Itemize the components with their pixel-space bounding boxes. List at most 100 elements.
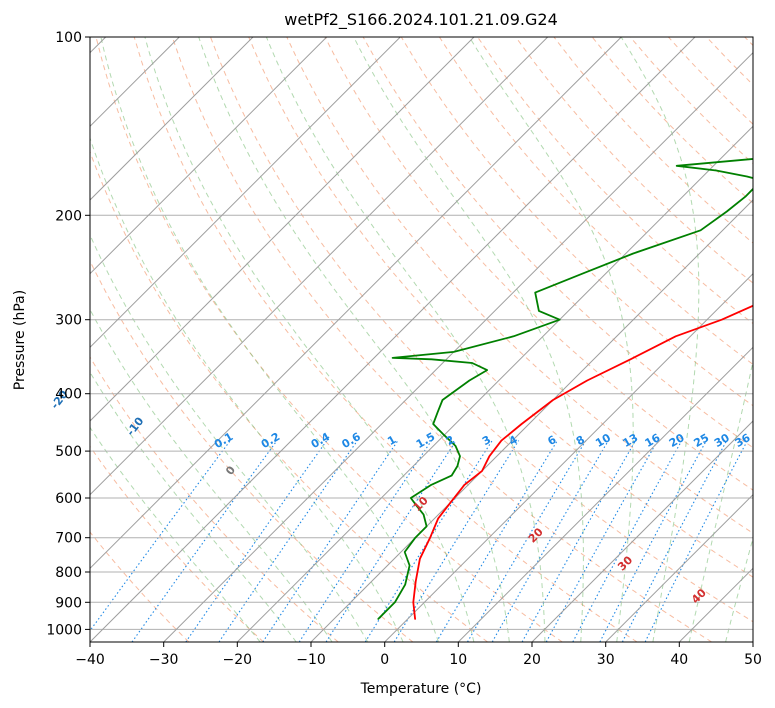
- isotherm-gridline: [90, 37, 401, 349]
- mixing-ratio-label: 1: [385, 433, 398, 448]
- dry-adiabat-line: [400, 37, 753, 407]
- moist-adiabat-line: [90, 233, 369, 642]
- y-tick-label: 800: [55, 565, 82, 581]
- isotherm-gridline: [90, 37, 549, 496]
- plot-area: [90, 37, 753, 642]
- isotherm-gridline: [752, 641, 753, 642]
- mixing-ratio-label: 36: [733, 431, 753, 450]
- mixing-ratio-line: [572, 440, 683, 642]
- isotherm-gridline: [90, 37, 328, 275]
- dry-adiabat-line: [90, 259, 414, 642]
- mixing-ratio-line: [621, 440, 728, 642]
- x-axis-ticks: −40 −30 −20 −10 0 10 20 30 40 50: [75, 642, 762, 668]
- dry-adiabat-line: [210, 37, 753, 623]
- mixing-ratio-label: 3: [480, 433, 493, 448]
- x-tick-label: 40: [670, 652, 688, 668]
- mixing-ratio-line: [467, 440, 587, 642]
- x-tick-label: 10: [449, 652, 467, 668]
- x-tick-label: 30: [597, 652, 615, 668]
- y-axis-ticks: 100 200 300 400 500 600 700 800 900 1000: [46, 30, 90, 638]
- mixing-ratio-line: [218, 440, 358, 642]
- moist-adiabat-line: [90, 426, 261, 642]
- x-tick-label: 50: [744, 652, 762, 668]
- x-tick-label: −40: [75, 652, 105, 668]
- y-tick-label: 100: [55, 30, 82, 46]
- dry-adiabat-line: [90, 150, 488, 642]
- dry-adiabat-line: [553, 37, 753, 244]
- mixing-ratio-line: [599, 440, 707, 642]
- isotherm-gridline: [384, 272, 753, 642]
- y-tick-label: 900: [55, 595, 82, 611]
- x-tick-label: 0: [380, 652, 389, 668]
- y-tick-label: 300: [55, 313, 82, 329]
- moist-adiabat-line: [90, 308, 333, 642]
- isotherm-gridline: [605, 493, 753, 642]
- mixing-ratio-line: [262, 440, 399, 642]
- mixing-ratio-label: 10: [593, 431, 613, 450]
- dry-adiabat-line: [591, 37, 753, 204]
- isotherm-gridline: [90, 37, 475, 422]
- mixing-ratio-line: [185, 440, 328, 642]
- mixing-ratio-label: 20: [667, 431, 687, 450]
- dry-adiabat-line: [668, 37, 753, 125]
- temperature-profile-line: [412, 304, 753, 620]
- dry-adiabat-line: [248, 37, 753, 578]
- mixing-ratio-line: [298, 440, 432, 642]
- isotherm-gridline: [531, 420, 753, 642]
- isotherm-gridline: [678, 567, 753, 642]
- isotherm-gridline: [310, 199, 753, 642]
- chart-title: wetPf2_S166.2024.101.21.09.G24: [284, 10, 558, 30]
- moist-adiabat-line: [468, 37, 634, 642]
- dry-adiabat-line: [515, 37, 753, 284]
- chart-line-labels: 0.10.20.40.611.52346810131620253036-100-…: [48, 388, 753, 607]
- y-tick-label: 400: [55, 387, 82, 403]
- x-axis-label: Temperature (°C): [360, 681, 482, 697]
- mixing-ratio-line: [491, 440, 609, 642]
- moist-adiabat-line: [100, 37, 439, 642]
- mixing-ratio-label: 30: [712, 431, 732, 450]
- dry-adiabat-label: -10: [124, 414, 147, 438]
- mixing-ratio-label: 13: [621, 431, 641, 450]
- y-tick-label: 600: [55, 491, 82, 507]
- mixing-ratio-line: [131, 440, 278, 642]
- mixing-ratio-label: 0.1: [212, 430, 235, 451]
- isotherm-gridline: [90, 37, 696, 642]
- x-tick-label: −20: [223, 652, 253, 668]
- x-tick-label: 20: [523, 652, 541, 668]
- mixing-ratio-line: [90, 440, 231, 632]
- moist-adiabat-line: [353, 37, 584, 642]
- isotherm-gridline: [90, 37, 254, 201]
- x-tick-label: −30: [149, 652, 179, 668]
- y-tick-label: 1000: [46, 622, 82, 638]
- dry-adiabat-line: [95, 37, 563, 642]
- dewpoint-profile-line: [377, 158, 753, 620]
- mixing-ratio-label: 0.6: [340, 430, 364, 451]
- x-tick-label: −10: [296, 652, 326, 668]
- mixing-ratio-line: [521, 440, 637, 642]
- isotherm-gridline: [163, 51, 753, 642]
- isobar-gridlines: [90, 37, 753, 630]
- moist-adiabats: [90, 37, 753, 642]
- isotherm-gridline: [90, 37, 622, 570]
- mixing-ratio-label: 1.5: [414, 430, 437, 451]
- isotherm-gridline: [236, 125, 753, 642]
- y-tick-label: 200: [55, 208, 82, 224]
- moist-adiabat-line: [90, 136, 404, 642]
- dry-adiabat-line: [171, 37, 712, 642]
- dry-adiabat-line: [90, 445, 264, 642]
- mixing-ratio-label: 16: [643, 431, 663, 450]
- moist-adiabat-label: 40: [689, 586, 709, 606]
- dry-adiabat-line: [133, 37, 638, 642]
- y-axis-label: Pressure (hPa): [12, 290, 28, 390]
- moist-adiabat-line: [90, 371, 297, 642]
- dry-adiabat-line: [438, 37, 753, 366]
- dry-adiabat-line: [90, 531, 190, 642]
- mixing-ratio-line: [435, 440, 558, 642]
- mixing-ratio-line: [644, 440, 748, 642]
- skewed-isotherm-gridlines: [90, 37, 753, 642]
- dry-adiabats: [90, 37, 753, 642]
- isotherm-gridline: [457, 346, 753, 642]
- mixing-ratio-label: 6: [545, 433, 558, 448]
- moist-adiabat-line: [620, 37, 700, 642]
